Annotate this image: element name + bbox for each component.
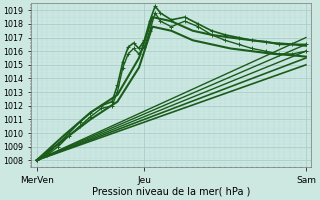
X-axis label: Pression niveau de la mer( hPa ): Pression niveau de la mer( hPa ) xyxy=(92,187,251,197)
